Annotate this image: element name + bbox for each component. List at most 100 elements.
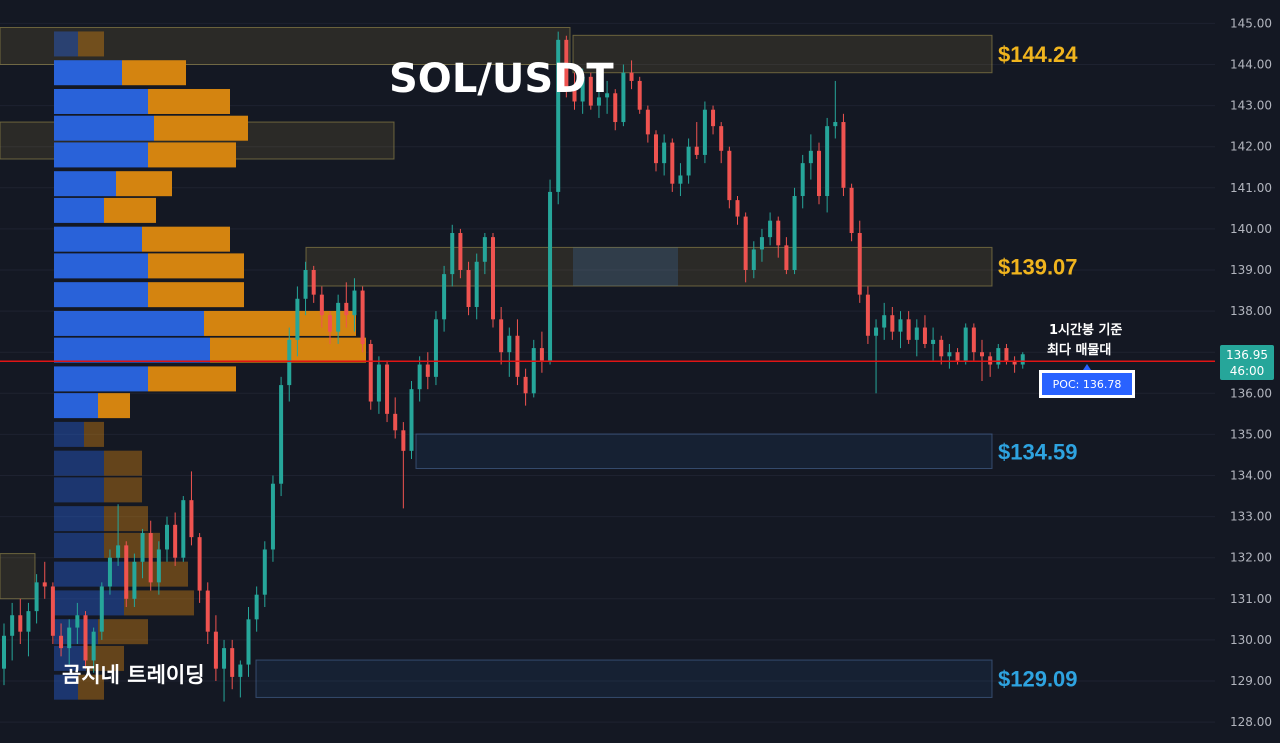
- poc-note-line-2: 최다 매물대: [1047, 342, 1111, 358]
- volume-sell-bar: [154, 115, 248, 141]
- volume-buy-bar: [54, 226, 142, 252]
- level-price-label: $139.07: [998, 255, 1078, 280]
- level-zone: [572, 34, 993, 74]
- volume-sell-bar: [148, 88, 230, 114]
- candle-body: [890, 315, 895, 332]
- candles: [2, 31, 1025, 702]
- candle-body: [124, 545, 129, 599]
- candle-body: [751, 249, 756, 270]
- candle-body: [165, 524, 169, 550]
- y-tick-label: 143.00: [1230, 99, 1272, 113]
- brand-watermark: 곰지네 트레이딩: [62, 663, 205, 687]
- candle-body: [776, 220, 781, 246]
- poc-pointer: [1083, 364, 1091, 370]
- y-tick-label: 130.00: [1230, 633, 1272, 647]
- candle-body: [637, 80, 642, 110]
- y-tick-label: 144.00: [1230, 58, 1272, 72]
- volume-profile: [54, 31, 366, 700]
- y-tick-label: 134.00: [1230, 469, 1272, 483]
- candle-body: [287, 339, 292, 386]
- volume-sell-bar: [78, 674, 104, 700]
- candle-body: [67, 627, 72, 649]
- candle-body: [222, 648, 227, 669]
- candle-body: [833, 122, 838, 127]
- candle-body: [539, 348, 544, 361]
- candle-body: [2, 635, 6, 669]
- candle-body: [914, 327, 919, 340]
- candle-body: [140, 533, 145, 562]
- candle-body: [401, 430, 406, 451]
- candle-body: [132, 561, 137, 599]
- candle-body: [368, 343, 373, 402]
- candle-body: [1012, 360, 1017, 365]
- candle-body: [91, 631, 96, 661]
- volume-buy-bar: [54, 674, 78, 700]
- candle-body: [605, 93, 610, 98]
- candle-body: [83, 615, 88, 661]
- y-tick-label: 140.00: [1230, 222, 1272, 236]
- candle-body: [711, 109, 716, 127]
- price-axis[interactable]: 145.00 144.00 143.00 142.00 141.00 140.00 139.…: [1230, 16, 1272, 729]
- candle-body: [580, 76, 585, 102]
- candle-body: [360, 290, 365, 344]
- volume-sell-bar: [104, 506, 148, 532]
- candle-body: [548, 191, 553, 361]
- volume-buy-bar: [54, 31, 78, 57]
- candle-body: [213, 631, 218, 669]
- candle-body: [262, 549, 267, 595]
- candle-body: [596, 97, 601, 106]
- candle-body: [759, 237, 764, 250]
- volume-buy-bar: [54, 115, 154, 141]
- candle-body: [825, 126, 830, 197]
- candle-body: [922, 327, 927, 344]
- volume-sell-bar: [122, 60, 186, 86]
- y-tick-label: 133.00: [1230, 510, 1272, 524]
- level-zone-highlight: [573, 247, 678, 287]
- volume-sell-bar: [104, 197, 156, 223]
- volume-buy-bar: [54, 477, 104, 503]
- candle-body: [482, 237, 487, 262]
- candle-body: [50, 586, 55, 636]
- poc-label-box: [1042, 373, 1132, 395]
- candle-body: [996, 348, 1001, 365]
- candle-body: [841, 122, 846, 188]
- y-tick-label: 129.00: [1230, 674, 1272, 688]
- candle-body: [898, 319, 903, 332]
- poc-label: POC: 136.78: [1053, 378, 1122, 391]
- candle-body: [523, 376, 528, 394]
- candle-body: [743, 216, 748, 270]
- volume-sell-bar: [148, 282, 244, 308]
- candle-body: [939, 339, 944, 357]
- candle-body: [75, 615, 80, 628]
- volume-buy-bar: [54, 337, 210, 363]
- candle-body: [686, 146, 691, 176]
- y-tick-label: 136.00: [1230, 386, 1272, 400]
- volume-buy-bar: [54, 282, 148, 308]
- candle-body: [385, 364, 390, 414]
- volume-buy-bar: [54, 450, 104, 476]
- candle-body: [173, 524, 178, 558]
- candle-body: [295, 298, 300, 340]
- candle-body: [531, 348, 536, 394]
- y-tick-label: 132.00: [1230, 551, 1272, 565]
- level-labels: $144.24 $139.07 $134.59 $129.09: [998, 42, 1078, 692]
- candle-body: [1020, 354, 1025, 365]
- candle-body: [857, 233, 862, 295]
- candle-body: [156, 549, 161, 583]
- candle-body: [694, 146, 699, 155]
- candle-body: [417, 364, 422, 390]
- volume-sell-bar: [78, 31, 104, 57]
- candle-body: [499, 319, 504, 353]
- candle-body: [352, 290, 357, 316]
- candle-body: [971, 327, 976, 353]
- level-zone: [255, 659, 993, 698]
- candle-body: [792, 196, 797, 270]
- candle-body: [588, 76, 593, 106]
- candle-body: [328, 315, 332, 332]
- candle-body: [474, 261, 479, 307]
- candle-body: [230, 648, 235, 677]
- candle-body: [42, 582, 47, 587]
- candle-body: [393, 413, 398, 431]
- candle-body: [865, 294, 870, 336]
